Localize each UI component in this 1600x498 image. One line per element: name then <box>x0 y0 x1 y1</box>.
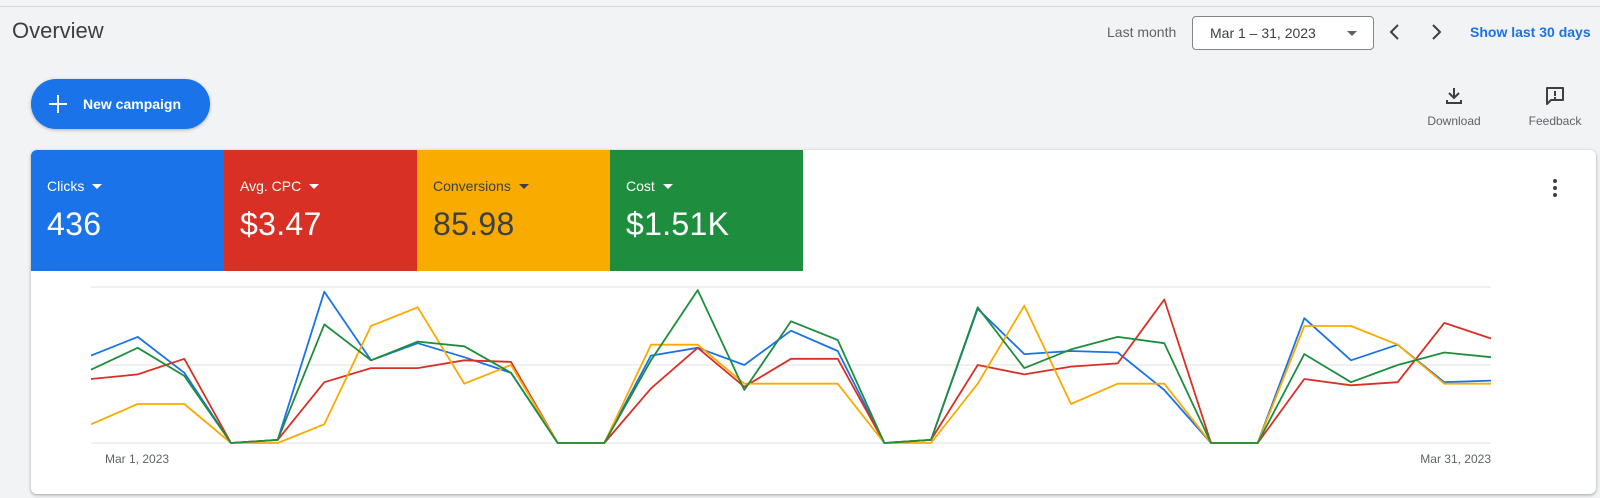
top-divider <box>0 6 1600 7</box>
metric-tile-clicks[interactable]: Clicks 436 <box>31 150 224 271</box>
chevron-left-icon <box>1389 24 1399 40</box>
metric-value: $1.51K <box>626 206 730 242</box>
chevron-down-icon <box>1347 31 1357 36</box>
chevron-right-icon <box>1432 24 1442 40</box>
next-period-button[interactable] <box>1424 20 1448 44</box>
metric-value: $3.47 <box>240 206 322 242</box>
feedback-label: Feedback <box>1528 114 1582 128</box>
download-icon <box>1446 88 1462 104</box>
dropdown-icon <box>92 183 103 189</box>
metric-name: Conversions <box>433 178 511 194</box>
new-campaign-label: New campaign <box>83 96 182 112</box>
performance-line-chart: Mar 1, 2023 Mar 31, 2023 <box>90 286 1492 466</box>
metric-tile-avg-cpc[interactable]: Avg. CPC $3.47 <box>224 150 417 271</box>
performance-card: Clicks 436 Avg. CPC $3.47 Conversions 85… <box>31 150 1596 494</box>
date-range-value: Mar 1 – 31, 2023 <box>1210 25 1316 41</box>
series-line-1 <box>90 290 1492 444</box>
metric-value: 436 <box>47 206 102 242</box>
metric-tile-cost[interactable]: Cost $1.51K <box>610 150 803 271</box>
period-label: Last month <box>1107 24 1177 40</box>
dot-icon <box>1553 193 1557 197</box>
dropdown-icon <box>662 183 673 189</box>
x-axis-end-label: Mar 31, 2023 <box>1420 452 1491 466</box>
download-button[interactable]: Download <box>1419 84 1489 128</box>
dropdown-icon <box>309 183 320 189</box>
x-axis-start-label: Mar 1, 2023 <box>105 452 169 466</box>
dot-icon <box>1553 179 1557 183</box>
show-last-30-days-link[interactable]: Show last 30 days <box>1470 24 1591 40</box>
metric-name: Cost <box>626 178 655 194</box>
dot-icon <box>1553 186 1557 190</box>
previous-period-button[interactable] <box>1383 20 1407 44</box>
dropdown-icon <box>518 183 529 189</box>
more-options-button[interactable] <box>1545 174 1565 202</box>
metric-name: Avg. CPC <box>240 178 302 194</box>
feedback-icon <box>1546 87 1564 105</box>
feedback-button[interactable]: Feedback <box>1520 84 1590 128</box>
chart-series <box>90 289 1492 444</box>
download-label: Download <box>1427 114 1481 128</box>
date-range-select[interactable]: Mar 1 – 31, 2023 <box>1192 16 1374 50</box>
plus-icon <box>47 93 69 115</box>
new-campaign-button[interactable]: New campaign <box>31 79 210 129</box>
page-title: Overview <box>12 18 104 43</box>
series-line-3 <box>90 304 1491 444</box>
series-line-4 <box>90 289 1492 444</box>
metric-tile-conversions[interactable]: Conversions 85.98 <box>417 150 610 271</box>
metric-value: 85.98 <box>433 206 515 242</box>
metric-name: Clicks <box>47 178 85 194</box>
